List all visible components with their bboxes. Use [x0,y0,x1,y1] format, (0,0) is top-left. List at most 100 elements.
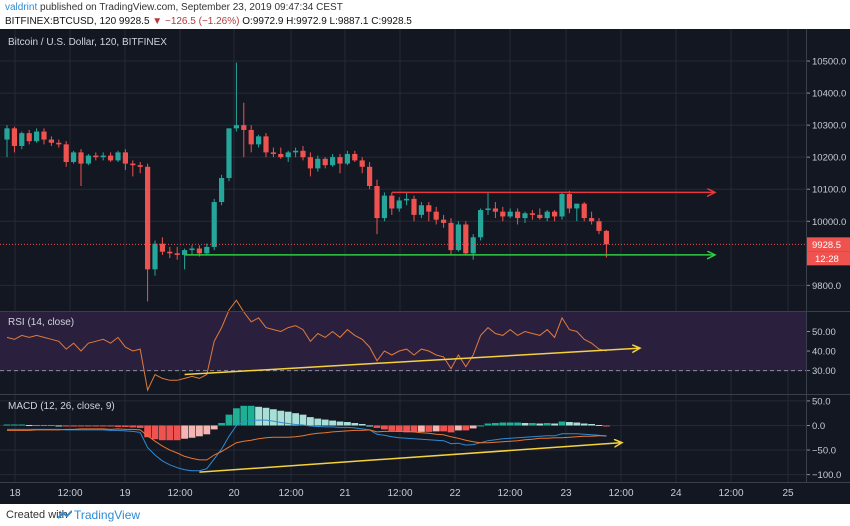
candle-body [337,157,343,164]
candle-body [315,158,321,169]
macd-histogram-bar [506,422,514,426]
candle-body [374,186,380,219]
candle-body [26,133,32,142]
candle-body [559,194,565,217]
candle-body [463,224,469,254]
x-tick-label: 23 [560,488,572,499]
macd-histogram-bar [292,413,299,426]
x-tick-label: 12:00 [608,488,633,499]
candle-body [566,194,572,209]
macd-histogram-bar [284,411,292,426]
candle-body [278,153,284,158]
macd-histogram-bar [521,423,529,426]
candle-body [522,213,528,219]
macd-histogram-bar [122,425,129,427]
tradingview-brand-link[interactable]: TradingView [74,508,141,522]
candle-body [145,166,151,270]
macd-histogram-bar [233,408,240,426]
x-tick-label: 12:00 [387,488,412,499]
macd-histogram-bar [70,425,77,427]
macd-histogram-bar [247,405,255,426]
candle-body [256,136,262,145]
main-pane-title: Bitcoin / U.S. Dollar, 120, BITFINEX [8,37,167,48]
macd-histogram-bar [188,425,196,438]
macd-tick-label: 50.0 [812,396,831,407]
macd-histogram-bar [344,422,351,426]
macd-histogram-bar [388,425,396,431]
x-tick-label: 12:00 [278,488,303,499]
countdown-label-box [807,251,850,266]
candle-body [248,129,254,145]
x-tick-label: 12:00 [57,488,82,499]
author-link[interactable]: valdrint [5,2,38,13]
macd-histogram-bar [299,414,307,426]
x-tick-label: 22 [449,488,461,499]
macd-histogram-bar [321,419,329,426]
candle-body [581,203,587,219]
macd-histogram-bar [270,409,277,426]
macd-line [7,419,607,472]
macd-histogram-bar [3,424,11,426]
macd-histogram-bar [262,407,270,426]
rsi-line [6,299,607,392]
macd-histogram-bar [558,421,566,426]
candle-body [396,200,402,209]
candle-body [352,153,358,161]
last-price: 9928.5 [118,16,150,27]
macd-histogram-bar [166,425,174,441]
candle-body [226,128,232,179]
macd-histogram-bar [580,423,588,426]
candle-body [233,125,239,129]
candle-body [433,211,439,220]
macd-pane-title: MACD (12, 26, close, 9) [8,401,115,412]
macd-histogram-bar [225,414,233,426]
macd-histogram-bar [196,425,203,437]
macd-histogram-bar [107,425,114,427]
price-tick-label: 10500.0 [812,57,846,68]
x-tick-label: 25 [782,488,794,499]
price-tick-label: 10300.0 [812,121,846,132]
macd-pane [3,405,622,473]
macd-histogram-bar [418,425,425,432]
macd-histogram-bar [336,421,344,426]
candle-body [441,219,447,223]
macd-histogram-bar [159,425,166,441]
macd-histogram-bar [499,422,507,426]
candle-body [544,211,550,219]
candle-body [529,213,535,215]
rsi-tick-label: 30.00 [812,366,836,377]
candle-body [63,144,69,162]
candle-body [500,211,506,217]
rsi-tick-label: 40.00 [812,347,836,358]
candle-body [307,157,313,169]
candle-body [426,205,432,212]
macd-histogram-bar [573,422,581,426]
macd-histogram-bar [543,423,551,426]
candle-body [78,152,84,164]
publish-header: valdrint published on TradingView.com, S… [0,0,850,29]
macd-histogram-bar [307,417,314,426]
candle-body [381,195,387,219]
candle-body [204,246,210,254]
x-tick-label: 12:00 [497,488,522,499]
macd-histogram-bar [314,418,322,426]
price-change: ▼ −126.5 (−1.26%) [152,16,240,27]
macd-histogram-bar [277,410,285,426]
macd-histogram-bar [588,424,595,426]
macd-histogram-bar [373,425,381,428]
overlays [0,192,806,372]
trading-chart[interactable]: 18 12:00 19 12:00 20 12:00 21 12:00 22 12:00 23 12:… [0,29,850,504]
x-tick-label: 19 [119,488,131,499]
macd-histogram-bar [432,425,440,432]
macd-histogram-bar [85,425,92,427]
macd-histogram-bar [77,425,85,427]
macd-histogram-bar [462,425,470,431]
macd-histogram-bar [603,425,610,427]
ohlc-values: O:9972.9 H:9972.9 L:9887.1 C:9928.5 [242,16,412,27]
candle-body [159,243,165,252]
price-tick-label: 9800.0 [812,281,841,292]
x-tick-label: 24 [670,488,682,499]
chart-background [0,29,850,504]
candle-body [596,221,602,231]
candle-body [241,125,247,130]
